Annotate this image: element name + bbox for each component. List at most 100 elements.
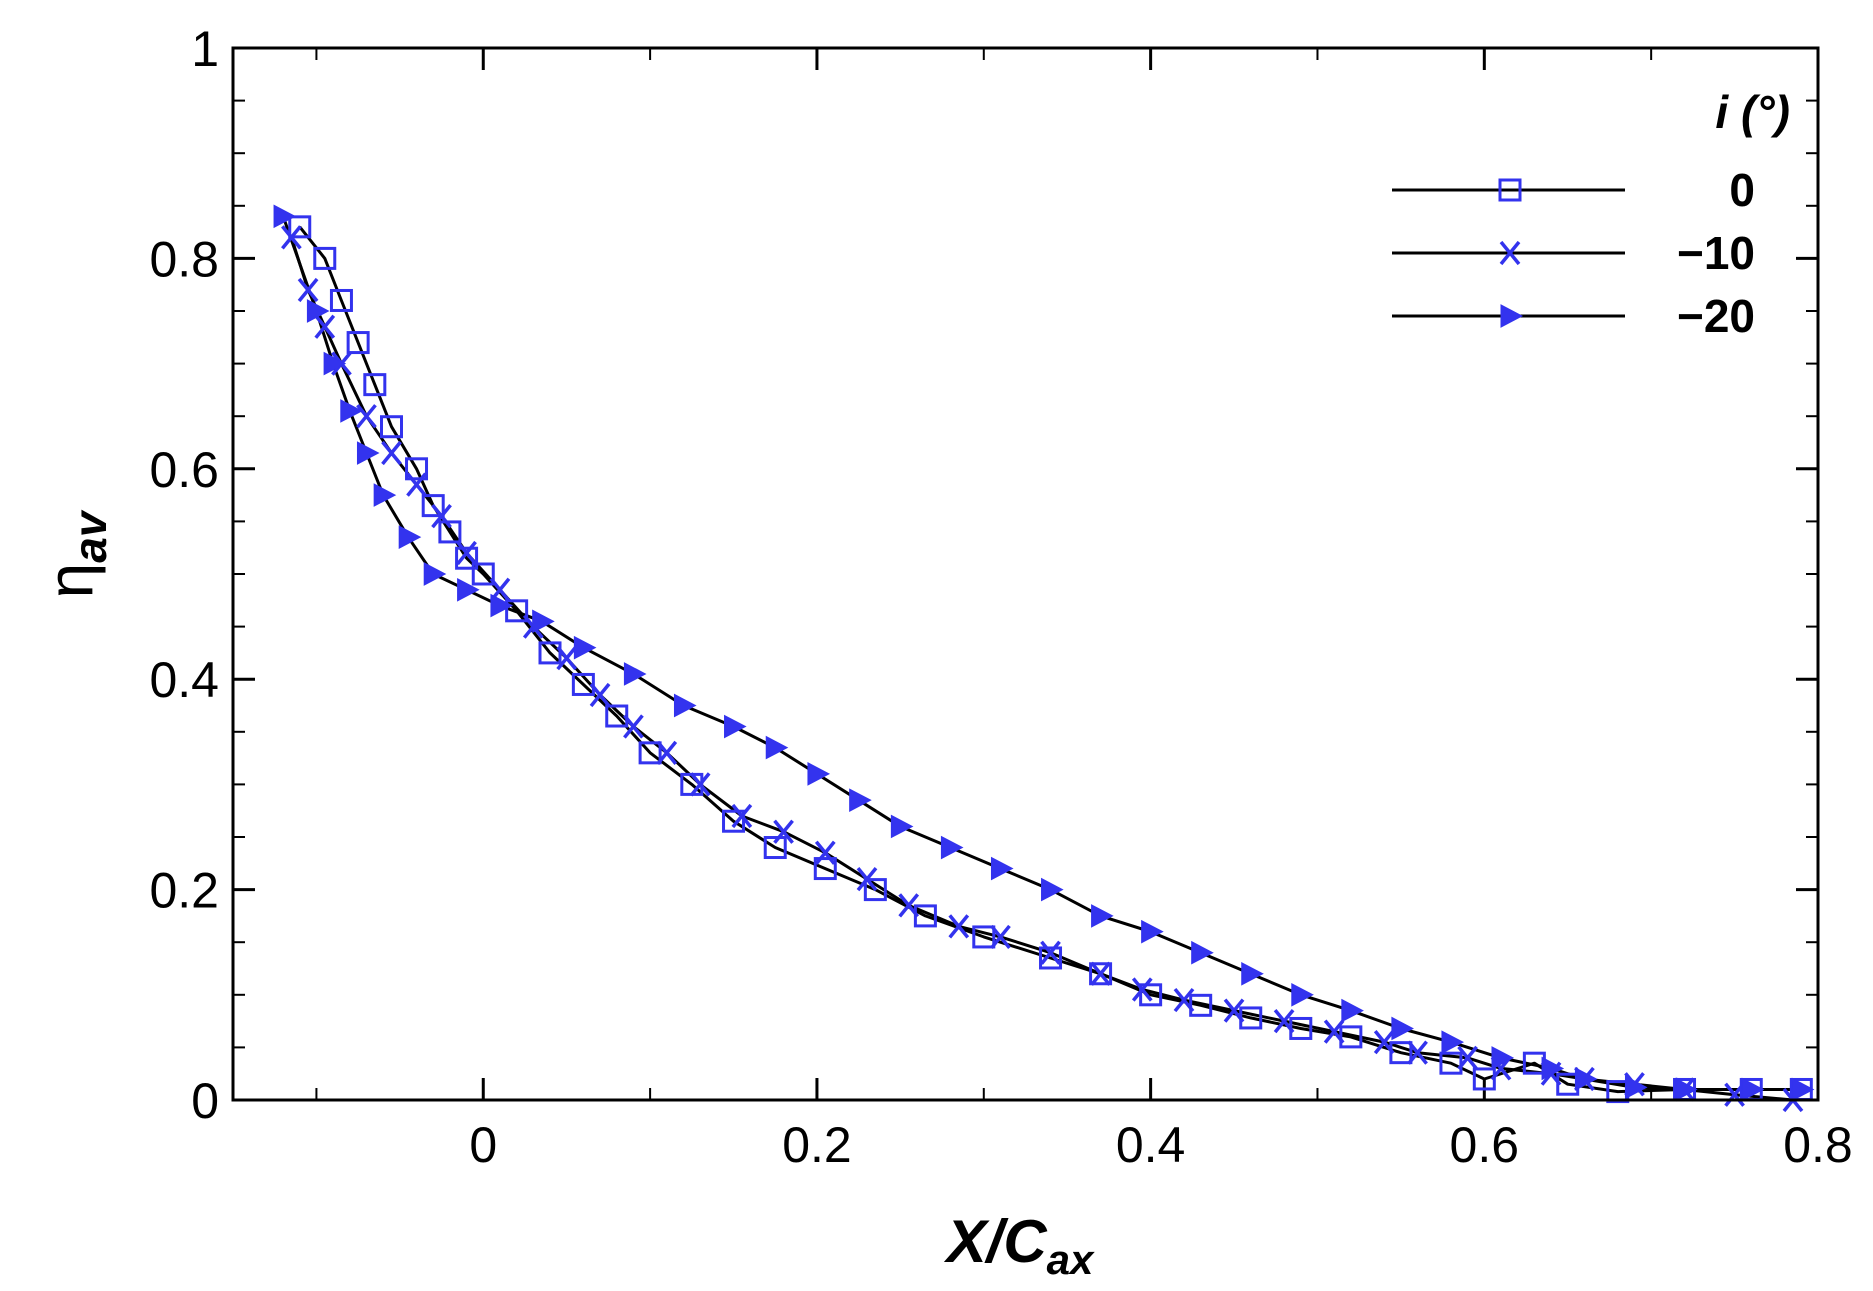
data-point-marker (1173, 987, 1195, 1013)
data-point-marker (1089, 962, 1113, 986)
data-point-marker (471, 562, 495, 586)
data-point-marker (423, 562, 447, 586)
legend-marker (1499, 240, 1521, 266)
data-point-marker (1624, 1075, 1648, 1100)
data-point-marker (421, 494, 445, 518)
legend-item: −10 (1392, 227, 1755, 279)
data-point-marker (1791, 1077, 1815, 1102)
data-point-marker (457, 577, 480, 602)
y-axis-title-main: η (34, 563, 106, 599)
data-point-marker (490, 593, 514, 618)
data-point-marker (356, 404, 377, 429)
data-point-marker (1273, 1008, 1295, 1034)
legend-title: i (°) (1715, 86, 1790, 138)
series-line (281, 215, 1802, 1091)
data-point-marker (306, 299, 330, 323)
data-point-marker (1574, 1067, 1598, 1091)
data-point-marker (1675, 1077, 1698, 1102)
data-point-marker (380, 415, 403, 439)
data-point-marker (1441, 1030, 1465, 1054)
y-axis-title-subscript: av (64, 509, 116, 563)
data-point-marker (807, 762, 831, 786)
legend-label: 0 (1729, 164, 1755, 216)
y-tick-label: 0.8 (149, 231, 219, 287)
plot-frame (231, 46, 1820, 1102)
data-point-marker (940, 835, 964, 860)
data-point-marker (990, 856, 1014, 881)
y-tick-label: 0.6 (149, 442, 219, 498)
x-tick-label: 0.6 (1450, 1117, 1520, 1173)
data-point-marker (763, 836, 787, 860)
data-point-marker (1541, 1056, 1565, 1081)
data-point-marker (1724, 1082, 1745, 1107)
legend-label: −10 (1677, 227, 1755, 279)
data-point-marker (765, 735, 789, 760)
legend-marker (1500, 304, 1524, 328)
data-point-marker (1223, 998, 1245, 1023)
data-point-marker (1039, 946, 1063, 970)
data-point-marker (1373, 1030, 1395, 1055)
data-point-marker (363, 373, 387, 397)
series-markers (273, 204, 1815, 1113)
data-point-marker (849, 788, 872, 813)
data-point-marker (814, 840, 836, 865)
data-point-marker (656, 740, 678, 765)
data-point-marker (1241, 961, 1264, 986)
data-point-marker (948, 914, 970, 939)
data-point-marker (689, 772, 711, 797)
y-axis-title: ηav (34, 509, 116, 598)
y-tick-label: 0.2 (149, 863, 219, 919)
data-point-marker (1491, 1046, 1515, 1070)
data-point-marker (673, 693, 697, 718)
data-point-marker (1040, 940, 1061, 965)
x-tick-label: 0.2 (782, 1117, 852, 1173)
data-point-marker (856, 866, 878, 892)
data-point-marker (1741, 1077, 1765, 1102)
data-point-marker (456, 540, 477, 566)
data-point-marker (1439, 1051, 1463, 1075)
data-point-marker (972, 925, 996, 949)
data-point-marker (314, 314, 336, 339)
x-tick-label: 0.4 (1116, 1117, 1186, 1173)
tick-labels: 0 0.2 0.4 0.6 0.8 0 0.2 0.4 0.6 0.8 1 (149, 21, 1852, 1173)
major-ticks (233, 46, 1820, 1102)
data-point-marker (431, 504, 452, 529)
data-point-marker (898, 893, 920, 918)
data-point-marker (373, 483, 397, 507)
data-point-marker (1091, 904, 1114, 928)
data-point-marker (346, 331, 370, 355)
data-point-marker (532, 609, 555, 634)
data-point-marker (890, 814, 914, 839)
data-point-marker (398, 525, 422, 550)
data-point-marker (1141, 919, 1164, 944)
legend-item: −20 (1392, 290, 1755, 342)
data-point-marker (323, 351, 347, 376)
data-point-marker (455, 546, 479, 570)
data-point-marker (329, 288, 353, 312)
data-point-marker (538, 641, 562, 665)
data-point-marker (1139, 983, 1163, 1007)
y-tick-label: 0.4 (149, 652, 219, 708)
legend-items: 0 −10 −20 (1392, 164, 1755, 342)
data-point-marker (1090, 961, 1111, 986)
x-axis-title-subscript: ax (1047, 1236, 1095, 1283)
data-point-marker (1457, 1045, 1478, 1071)
data-point-marker (313, 246, 337, 270)
data-point-marker (1191, 940, 1214, 965)
data-point-marker (438, 520, 462, 544)
data-point-marker (573, 635, 597, 660)
data-point-marker (1407, 1040, 1428, 1065)
x-axis-title: X/Cax (944, 1208, 1095, 1283)
data-point-marker (623, 714, 644, 739)
data-point-marker (589, 682, 611, 708)
data-point-marker (356, 441, 380, 465)
data-point-marker (1323, 1019, 1345, 1044)
legend-item: 0 (1392, 164, 1755, 216)
data-point-marker (381, 440, 402, 466)
data-point-marker (556, 646, 578, 671)
data-point-marker (773, 819, 794, 844)
minor-ticks (233, 47, 1819, 1101)
legend-label: −20 (1677, 290, 1755, 342)
data-point-marker (340, 399, 363, 423)
